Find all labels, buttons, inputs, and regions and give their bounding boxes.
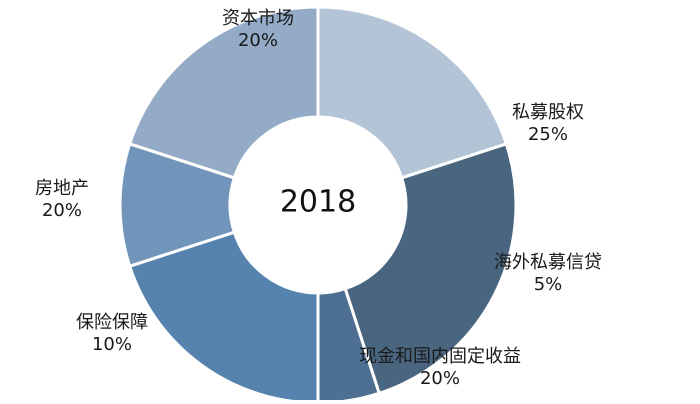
- donut-slice-2: [127, 230, 320, 404]
- slice-value-0: 25%: [528, 124, 568, 145]
- slice-value-5: 20%: [238, 30, 278, 51]
- center-year-label: 2018: [280, 185, 356, 220]
- slice-label-2: 现金和国内固定收益: [359, 346, 521, 367]
- labels-layer: 私募股权25%海外私募信贷5%现金和国内固定收益20%保险保障10%房地产20%…: [35, 8, 602, 389]
- slice-label-0: 私募股权: [512, 102, 584, 123]
- donut-slice-4: [127, 5, 320, 180]
- slice-label-3: 保险保障: [76, 312, 148, 333]
- slice-value-1: 5%: [534, 274, 563, 295]
- slice-label-1: 海外私募信贷: [494, 252, 602, 273]
- slice-label-4: 房地产: [35, 178, 89, 199]
- slice-value-2: 20%: [420, 368, 460, 389]
- donut-slice-0: [343, 141, 518, 396]
- donut-slice-5: [316, 5, 509, 180]
- slice-value-4: 20%: [42, 200, 82, 221]
- slice-value-3: 10%: [92, 334, 132, 355]
- slices-layer: [118, 5, 518, 404]
- slice-label-5: 资本市场: [222, 8, 294, 29]
